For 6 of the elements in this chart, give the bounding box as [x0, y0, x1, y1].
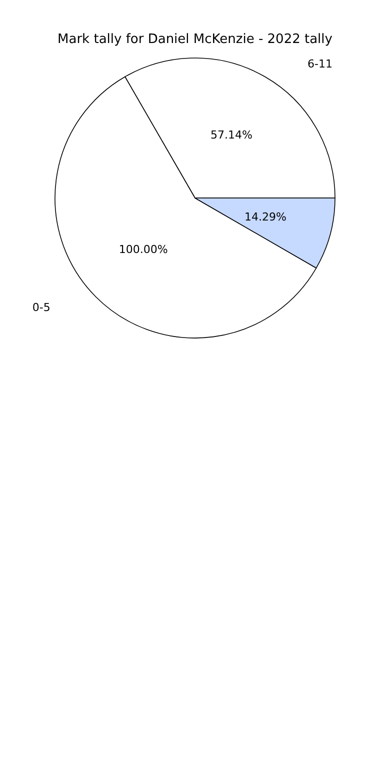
data-label: 14.29%: [244, 210, 286, 224]
slice-label: 6-11: [308, 57, 332, 70]
data-label: 100.00%: [118, 243, 168, 256]
slice-label: 0-5: [32, 301, 50, 314]
data-label: 57.14%: [210, 128, 252, 142]
chart-title: Mark tally for Daniel McKenzie - 2022 tally: [58, 32, 333, 47]
